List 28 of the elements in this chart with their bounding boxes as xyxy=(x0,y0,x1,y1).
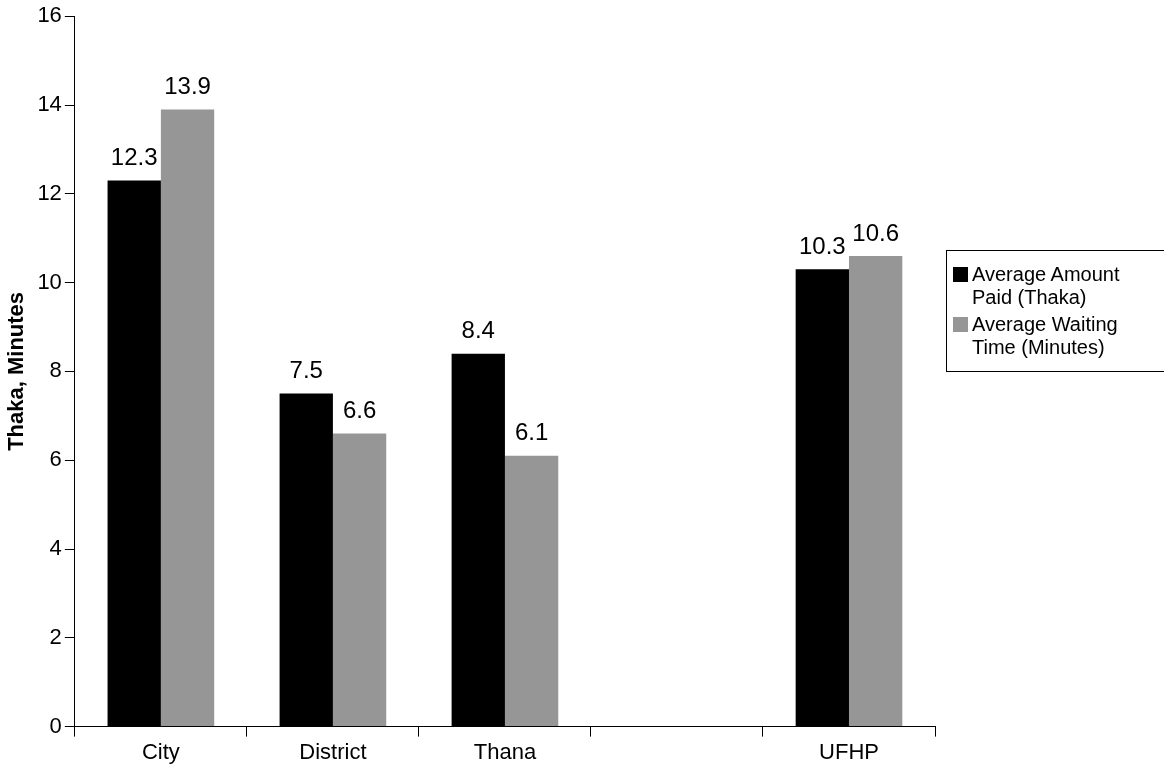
y-tick-label: 16 xyxy=(37,2,62,28)
bar xyxy=(504,455,559,727)
bar xyxy=(160,109,215,727)
y-tick-label: 12 xyxy=(37,179,62,205)
data-label: 12.3 xyxy=(110,143,158,171)
data-label: 10.6 xyxy=(852,218,900,246)
data-label: 10.3 xyxy=(798,231,846,259)
data-label: 7.5 xyxy=(289,356,323,384)
y-tick-label: 8 xyxy=(49,357,62,383)
y-tick-label: 4 xyxy=(49,535,62,561)
legend-label: Average Waiting Time (Minutes) xyxy=(972,313,1119,359)
x-tick-label: District xyxy=(299,738,367,764)
legend-label: Average Amount Paid (Thaka) xyxy=(972,263,1121,309)
data-label: 13.9 xyxy=(164,72,211,100)
data-label: 6.6 xyxy=(342,396,377,424)
x-tick-label: Thana xyxy=(473,738,537,764)
data-label: 8.4 xyxy=(461,316,495,344)
y-tick-label: 2 xyxy=(49,623,62,649)
y-tick-label: 14 xyxy=(37,91,62,117)
x-tick-label: UFHP xyxy=(819,738,879,764)
y-axis-title: Thaka, Minutes xyxy=(3,291,29,451)
bar xyxy=(848,255,903,727)
y-tick-label: 10 xyxy=(37,268,62,294)
y-tick-label: 0 xyxy=(49,712,62,738)
y-tick-label: 6 xyxy=(49,446,62,472)
x-tick-label: City xyxy=(141,738,180,764)
data-label: 6.1 xyxy=(514,418,549,446)
bar xyxy=(332,433,387,727)
